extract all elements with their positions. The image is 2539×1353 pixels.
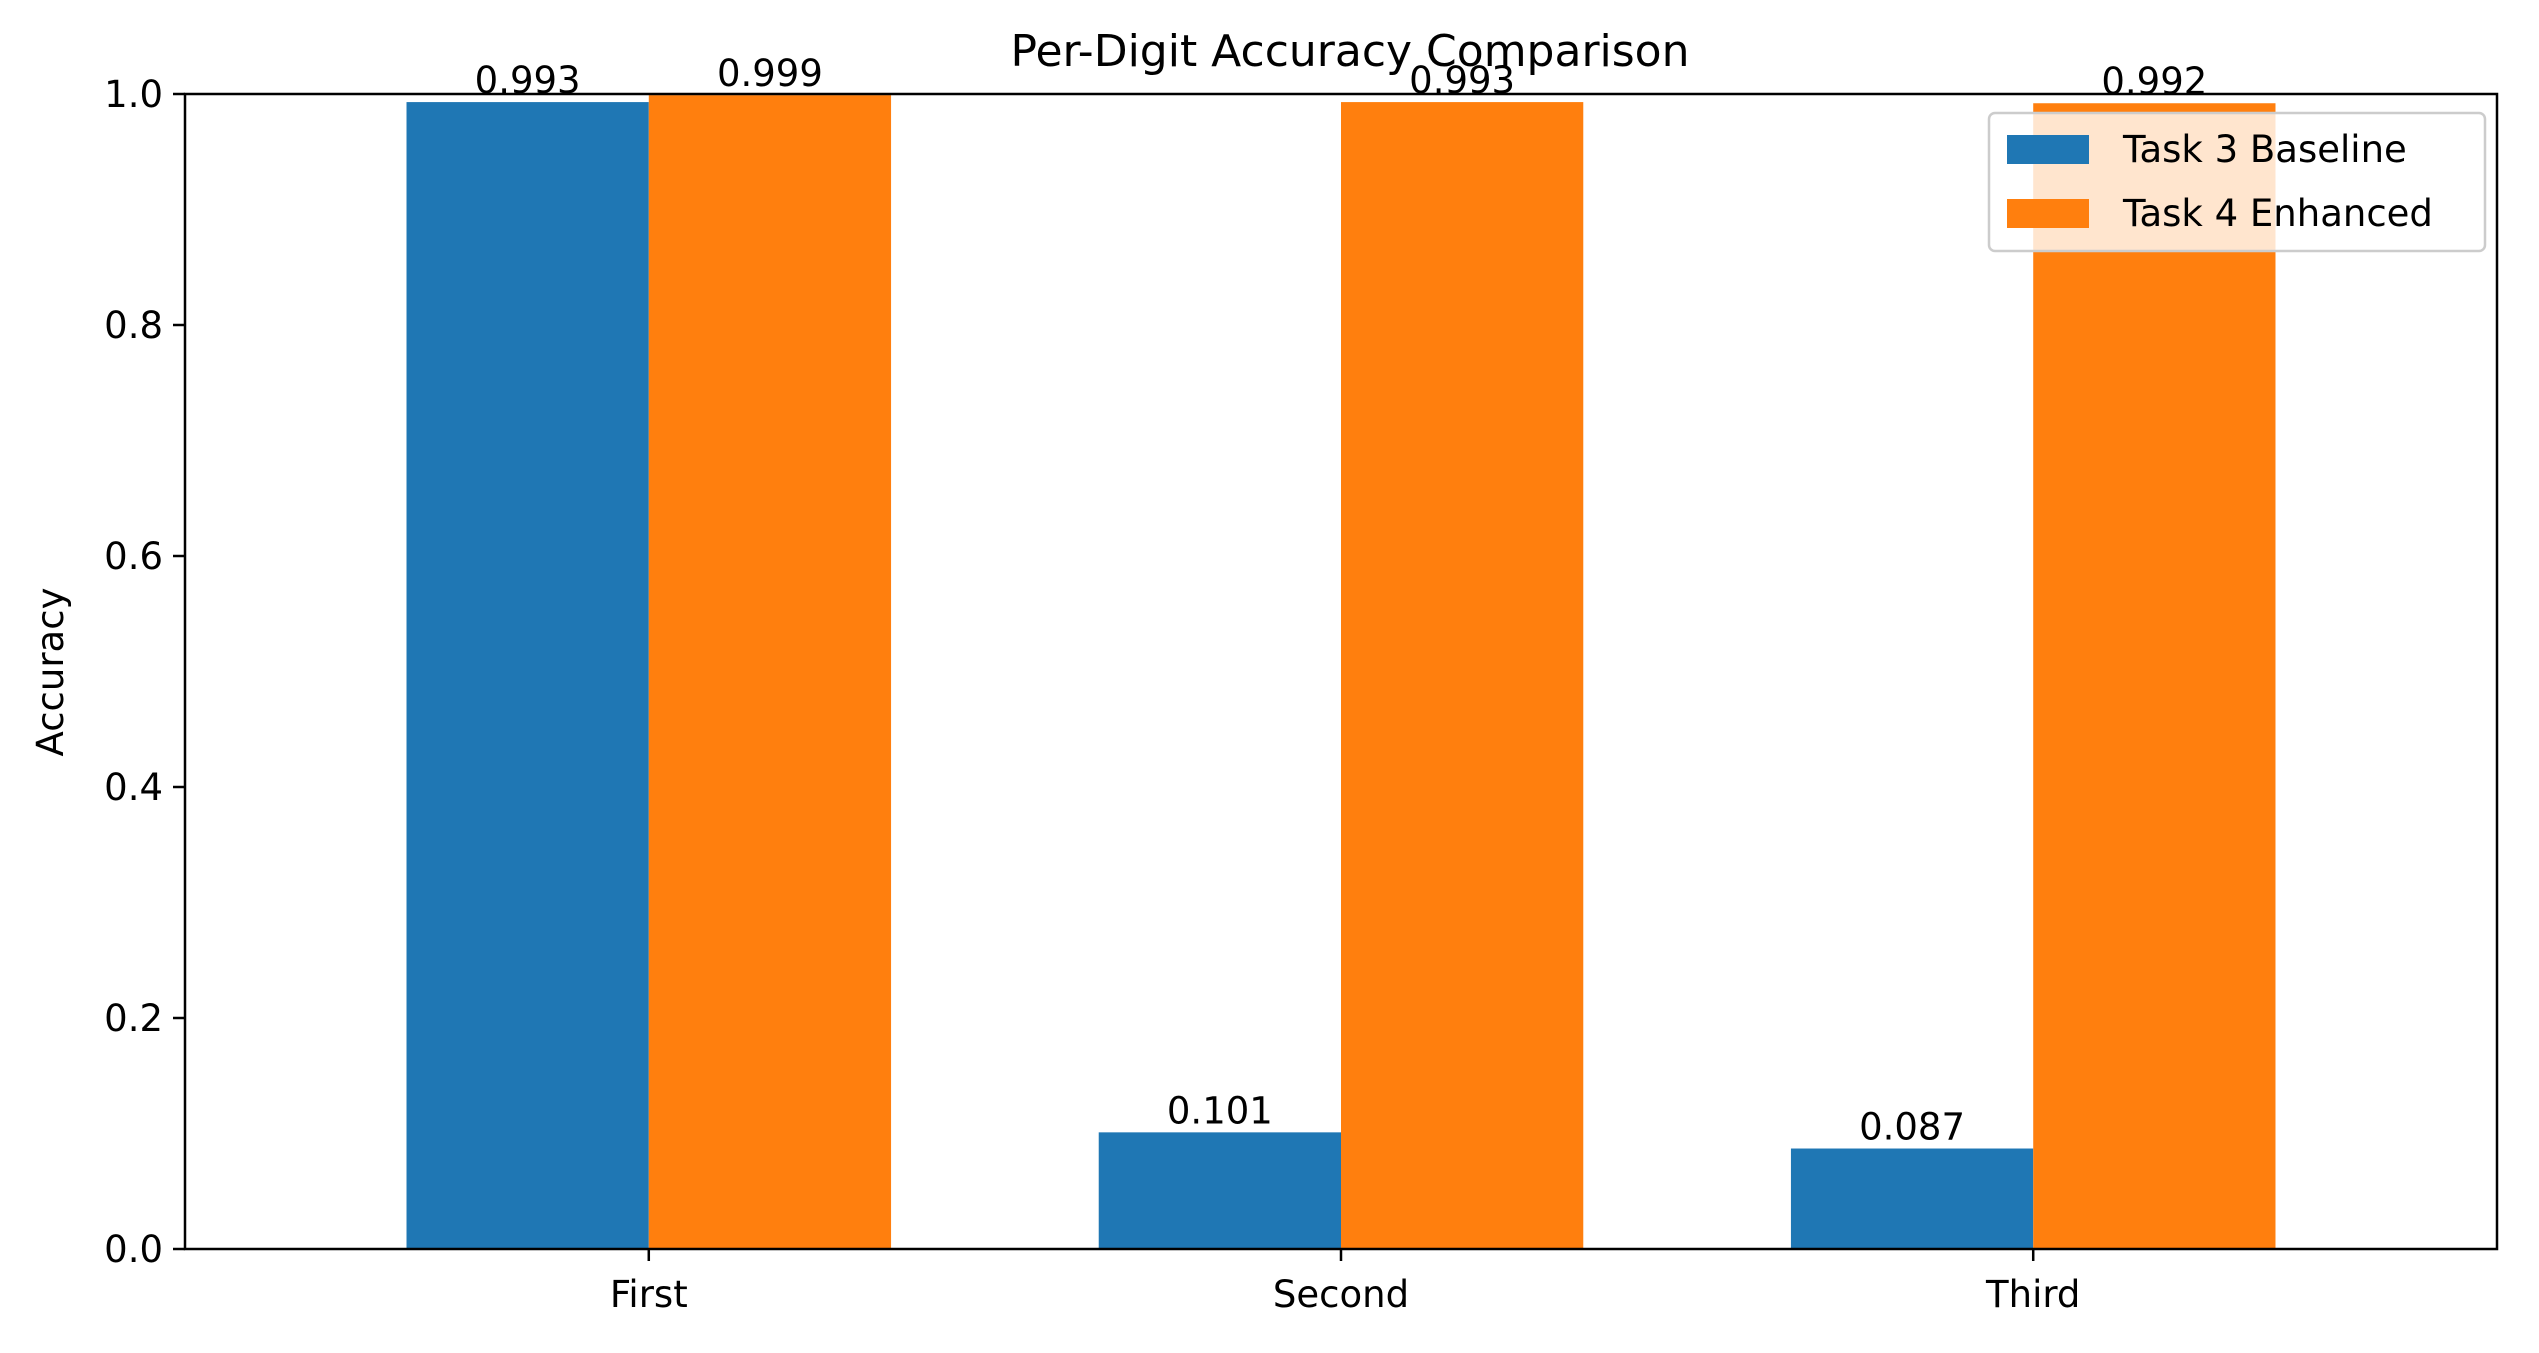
y-axis-title: Accuracy xyxy=(29,588,72,757)
legend-box xyxy=(1987,111,2487,253)
bar-task-3-baseline-second xyxy=(1098,1132,1341,1249)
data-label: 0.993 xyxy=(1409,59,1515,102)
y-tick-label: 0.2 xyxy=(104,997,163,1040)
data-label: 0.087 xyxy=(1859,1106,1965,1149)
bar-task-4-enhanced-first xyxy=(648,95,892,1249)
y-tick-label: 0.0 xyxy=(104,1228,163,1271)
bar-task-4-enhanced-third xyxy=(2033,103,2276,1250)
legend-swatch xyxy=(2007,135,2089,164)
chart-title: Per-Digit Accuracy Comparison xyxy=(1011,26,1690,77)
data-label: 0.999 xyxy=(717,52,823,95)
plot-frame xyxy=(183,92,2499,1251)
bar-task-3-baseline-third xyxy=(1790,1148,2034,1249)
legend-label: Task 3 Baseline xyxy=(2122,128,2407,171)
bar-task-4-enhanced-second xyxy=(1341,102,1584,1250)
x-tick-label: Second xyxy=(1273,1273,1409,1316)
legend: Task 3 Baseline Task 4 Enhanced xyxy=(1987,111,2487,253)
bar-task-3-baseline-first xyxy=(406,102,649,1250)
legend-swatch xyxy=(2007,199,2089,228)
y-tick-label: 0.4 xyxy=(104,766,163,809)
x-axis: First Second Third xyxy=(610,1249,2080,1316)
legend-label: Task 4 Enhanced xyxy=(2122,192,2433,235)
y-axis: 0.0 0.2 0.4 0.6 0.8 1.0 xyxy=(104,73,185,1271)
data-label: 0.993 xyxy=(475,59,581,102)
y-tick-label: 0.6 xyxy=(104,535,163,578)
x-tick-label: Third xyxy=(1985,1273,2080,1316)
y-tick-label: 1.0 xyxy=(104,73,163,116)
data-label: 0.992 xyxy=(2101,60,2207,103)
x-tick-label: First xyxy=(610,1273,688,1316)
y-tick-label: 0.8 xyxy=(104,304,163,347)
data-label: 0.101 xyxy=(1167,1089,1273,1132)
bars-layer xyxy=(406,95,2276,1250)
